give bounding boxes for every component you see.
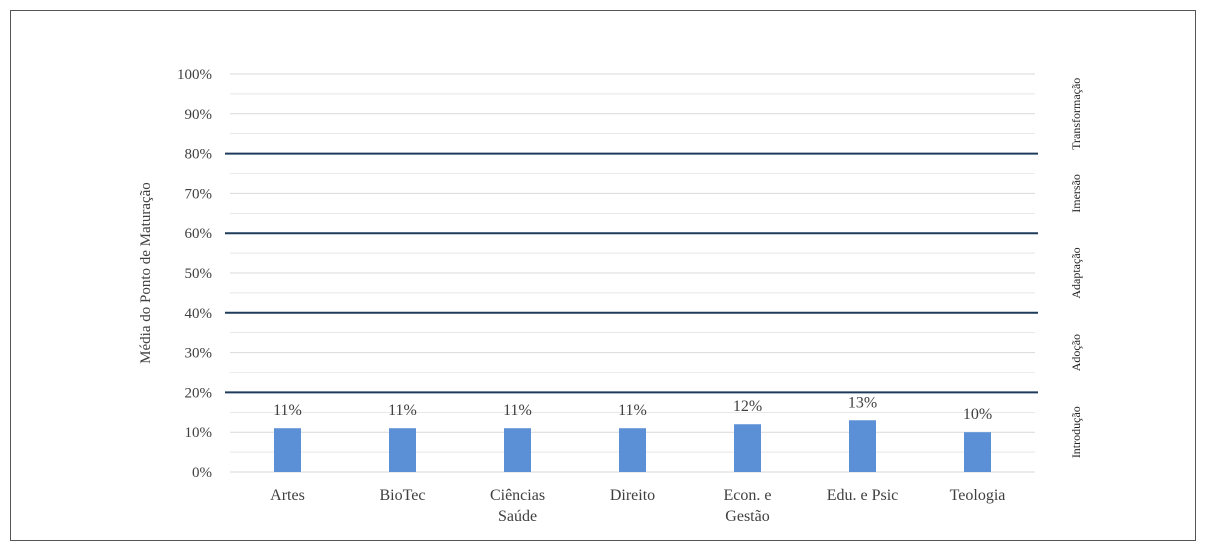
data-label: 11% — [503, 402, 532, 419]
x-category-label: Edu. e Psic — [827, 487, 899, 504]
y-tick-label: 0% — [192, 465, 212, 481]
y-tick-label: 90% — [185, 107, 213, 123]
data-label: 12% — [733, 398, 762, 415]
data-label: 13% — [848, 394, 877, 411]
bar — [849, 420, 876, 472]
data-label: 11% — [273, 402, 302, 419]
band-label: Adoção — [1069, 334, 1083, 371]
y-axis-title: Média do Ponto de Maturação — [138, 182, 154, 364]
band-label: Adaptação — [1069, 247, 1083, 298]
x-category-label: Gestão — [725, 508, 769, 525]
y-tick-label: 50% — [185, 266, 213, 282]
y-tick-label: 20% — [185, 385, 213, 401]
y-tick-label: 60% — [185, 226, 213, 242]
bar — [504, 428, 531, 472]
x-category-label: Direito — [610, 487, 655, 504]
y-tick-label: 80% — [185, 147, 213, 163]
x-category-label: Ciências — [490, 487, 545, 504]
y-tick-label: 100% — [177, 67, 212, 83]
bar — [389, 428, 416, 472]
bar — [274, 428, 301, 472]
y-tick-label: 70% — [185, 186, 213, 202]
data-label: 10% — [963, 406, 992, 423]
band-label: Imersão — [1069, 174, 1083, 213]
band-label: Introdução — [1069, 406, 1083, 458]
x-category-label: BioTec — [380, 487, 426, 504]
y-tick-label: 30% — [185, 346, 213, 362]
bar — [734, 424, 761, 472]
bar — [619, 428, 646, 472]
data-label: 11% — [618, 402, 647, 419]
x-category-label: Saúde — [498, 508, 537, 525]
chart-frame — [10, 10, 1196, 541]
y-tick-label: 40% — [185, 306, 213, 322]
x-category-label: Teologia — [950, 487, 1006, 504]
x-category-label: Artes — [270, 487, 305, 504]
band-label: Transformação — [1069, 78, 1083, 150]
bar — [964, 432, 991, 472]
y-tick-label: 10% — [185, 425, 213, 441]
data-label: 11% — [388, 402, 417, 419]
x-category-label: Econ. e — [724, 487, 772, 504]
